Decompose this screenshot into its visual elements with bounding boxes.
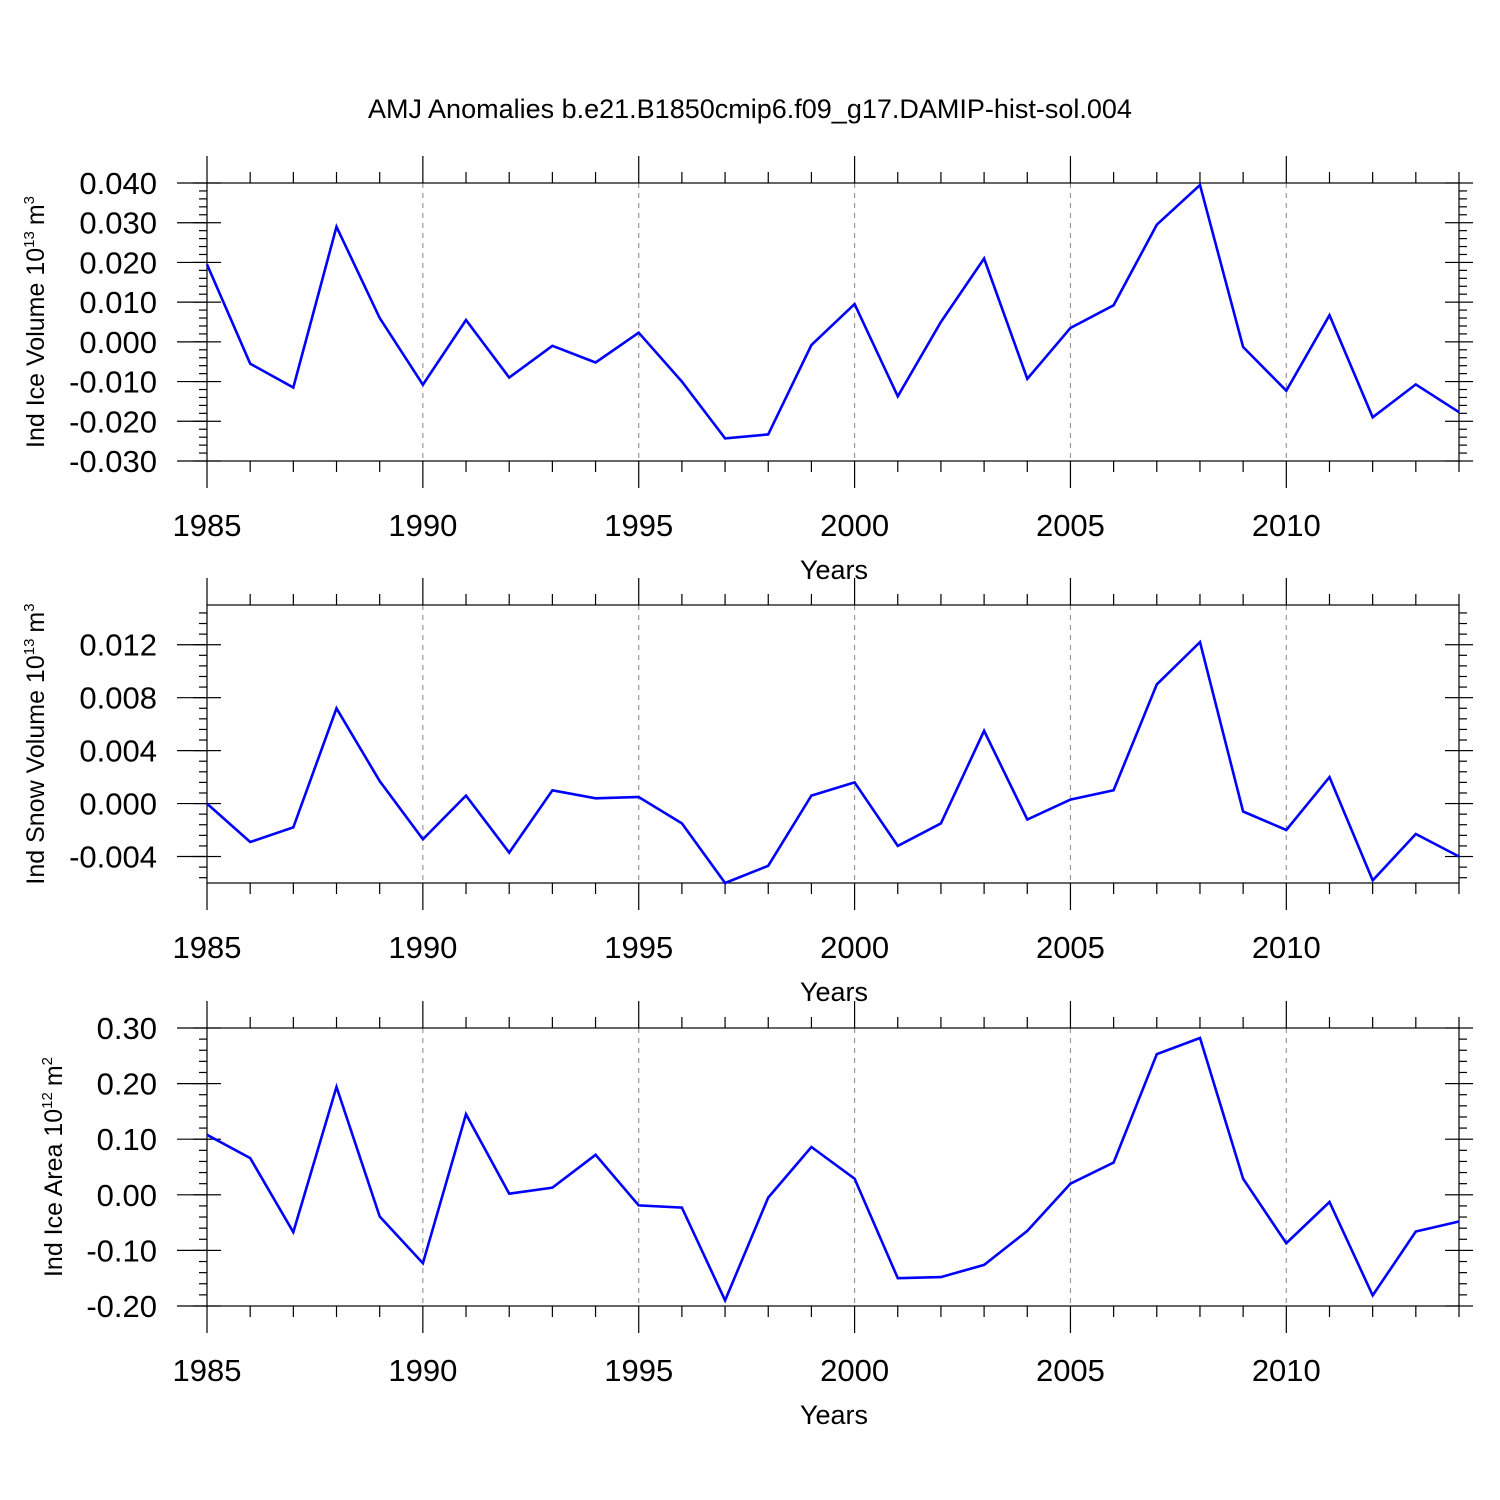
x-axis-label: Years — [800, 1400, 868, 1430]
y-tick-label-7: 0.040 — [79, 166, 157, 201]
y-tick-label-3: 0.000 — [79, 325, 157, 360]
x-tick-label-2010: 2010 — [1252, 508, 1321, 543]
x-tick-label-1990: 1990 — [388, 930, 457, 965]
x-tick-label-2000: 2000 — [820, 1353, 889, 1388]
y-axis-label: Ind Ice Area 1012 m2 — [39, 1057, 68, 1277]
y-tick-label-4: 0.20 — [97, 1067, 157, 1102]
plot-frame — [206, 604, 1460, 884]
y-tick-label-2: 0.00 — [97, 1178, 157, 1213]
y-tick-label-1: 0.000 — [79, 787, 157, 822]
x-tick-label-1990: 1990 — [388, 1353, 457, 1388]
x-tick-label-1985: 1985 — [173, 930, 242, 965]
y-label-exp: 13 — [21, 231, 38, 248]
y-axis-label: Ind Ice Volume 1013 m3 — [21, 196, 50, 448]
y-tick-label-0: -0.004 — [69, 840, 157, 875]
x-tick-label-1995: 1995 — [604, 508, 673, 543]
x-tick-label-1995: 1995 — [604, 930, 673, 965]
y-label-main: Ind Ice Volume 10 — [22, 248, 50, 448]
x-tick-label-2005: 2005 — [1036, 1353, 1105, 1388]
x-axis-label: Years — [800, 555, 868, 585]
plot-frame — [206, 1027, 1460, 1307]
y-tick-label-1: -0.10 — [86, 1233, 157, 1268]
y-label-unit-exp: 2 — [39, 1057, 56, 1065]
y-label-unit: m — [22, 612, 50, 633]
y-tick-label-3: 0.008 — [79, 681, 157, 716]
series-line — [206, 1036, 1460, 1304]
y-tick-label-2: -0.010 — [69, 365, 157, 400]
x-tick-label-2005: 2005 — [1036, 930, 1105, 965]
y-label-unit-exp: 3 — [21, 196, 38, 204]
x-tick-label-1985: 1985 — [173, 508, 242, 543]
x-tick-label-2000: 2000 — [820, 930, 889, 965]
y-tick-label-6: 0.030 — [79, 206, 157, 241]
series-line — [206, 639, 1460, 885]
y-tick-label-1: -0.020 — [69, 404, 157, 439]
y-label-exp: 12 — [39, 1092, 56, 1109]
y-tick-label-0: -0.20 — [86, 1289, 157, 1324]
y-label-unit: m — [22, 204, 50, 225]
plot-frame — [206, 182, 1460, 462]
y-tick-label-5: 0.020 — [79, 245, 157, 280]
x-tick-label-2005: 2005 — [1036, 508, 1105, 543]
y-tick-label-3: 0.10 — [97, 1122, 157, 1157]
y-label-main: Ind Snow Volume 10 — [22, 655, 50, 884]
figure-title: AMJ Anomalies b.e21.B1850cmip6.f09_g17.D… — [368, 94, 1132, 124]
y-tick-label-2: 0.004 — [79, 734, 157, 769]
y-tick-label-5: 0.30 — [97, 1011, 157, 1046]
y-label-unit-exp: 3 — [21, 603, 38, 611]
series-line — [205, 182, 1460, 440]
panels: 1985 1990 1995 2000 2005 2010 Years -0.030 -0.02… — [21, 156, 1473, 1430]
x-tick-label-2010: 2010 — [1252, 930, 1321, 965]
x-tick-label-2000: 2000 — [820, 508, 889, 543]
x-tick-label-1985: 1985 — [173, 1353, 242, 1388]
y-tick-label-0: -0.030 — [69, 444, 157, 479]
y-tick-label-4: 0.012 — [79, 628, 157, 663]
panel-2: 1985 1990 1995 2000 2005 2010 Years -0.004 0.000… — [21, 578, 1473, 1007]
y-axis-label: Ind Snow Volume 1013 m3 — [21, 603, 50, 884]
x-axis-label: Years — [800, 977, 868, 1007]
y-tick-label-4: 0.010 — [79, 285, 157, 320]
x-tick-label-1995: 1995 — [604, 1353, 673, 1388]
panel-1: 1985 1990 1995 2000 2005 2010 Years -0.030 -0.02… — [21, 156, 1473, 585]
y-label-exp: 13 — [21, 639, 38, 656]
y-label-main: Ind Ice Area 10 — [40, 1109, 68, 1277]
y-label-unit: m — [40, 1065, 68, 1086]
panel-3: 1985 1990 1995 2000 2005 2010 Years -0.20 -0.10 0… — [39, 1001, 1473, 1430]
x-tick-label-1990: 1990 — [388, 508, 457, 543]
x-tick-label-2010: 2010 — [1252, 1353, 1321, 1388]
